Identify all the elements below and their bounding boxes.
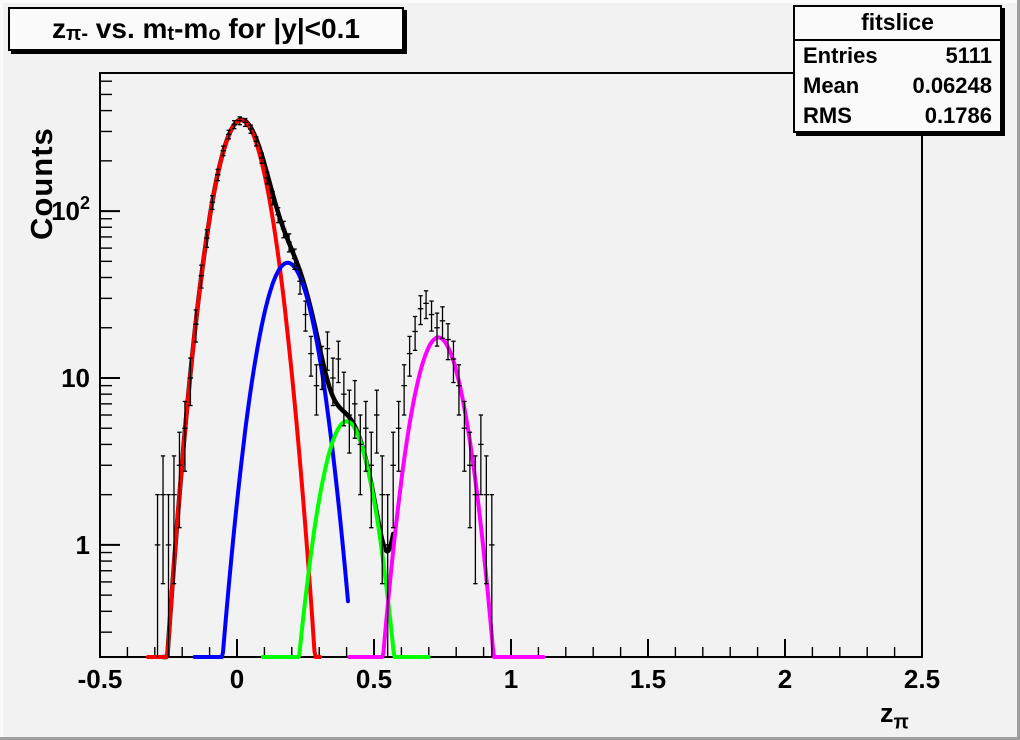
svg-text:1.5: 1.5 — [630, 664, 666, 694]
histogram-error-bars — [154, 116, 495, 657]
axis-frame — [99, 72, 923, 658]
svg-text:-0.5: -0.5 — [78, 664, 123, 694]
svg-text:0: 0 — [230, 664, 244, 694]
stats-label: Entries — [803, 43, 878, 68]
title-text: -m — [174, 13, 209, 44]
svg-text:2.5: 2.5 — [904, 664, 940, 694]
stats-value: 5111 — [945, 43, 992, 68]
fit-curve-4 — [347, 335, 546, 659]
title-subscript: o — [208, 23, 221, 45]
x-axis-title-subscript: π — [893, 711, 909, 734]
stats-value: 0.1786 — [924, 103, 992, 128]
svg-text:0.5: 0.5 — [356, 664, 392, 694]
title-subscript: t — [167, 23, 175, 45]
svg-text:1: 1 — [76, 530, 90, 560]
svg-text:1: 1 — [504, 664, 518, 694]
x-axis-ticks: -0.5 0 0.5 1 1.5 2 2.5 — [78, 639, 940, 694]
svg-text:10: 10 — [61, 363, 90, 393]
x-axis-title: zπ — [880, 698, 909, 734]
stats-row-entries: Entries 5111 — [795, 41, 1000, 71]
x-axis-title-base: z — [880, 698, 894, 728]
stats-label: RMS — [803, 103, 852, 128]
stats-title: fitslice — [795, 7, 1000, 41]
stats-value: 0.06248 — [912, 73, 992, 98]
title-box: z π- vs. m t -m o for |y|<0.1 — [8, 7, 404, 51]
y-axis-ticks: 1 10 102 — [51, 80, 120, 633]
title-text: for |y|<0.1 — [220, 13, 360, 44]
stats-row-mean: Mean 0.06248 — [795, 71, 1000, 101]
fit-curve-total — [160, 117, 396, 660]
y-axis-title: Counts — [24, 127, 59, 240]
stats-box: fitslice Entries 5111 Mean 0.06248 RMS 0… — [793, 5, 1002, 133]
fit-curve-3 — [261, 419, 431, 659]
stats-row-rms: RMS 0.1786 — [795, 101, 1000, 131]
title-subscript: π- — [66, 23, 89, 45]
stats-label: Mean — [803, 73, 860, 98]
title-text: z — [52, 13, 67, 44]
svg-text:2: 2 — [778, 664, 792, 694]
fit-curve-2 — [192, 260, 350, 659]
svg-text:102: 102 — [51, 193, 90, 226]
title-text: vs. m — [88, 13, 168, 44]
